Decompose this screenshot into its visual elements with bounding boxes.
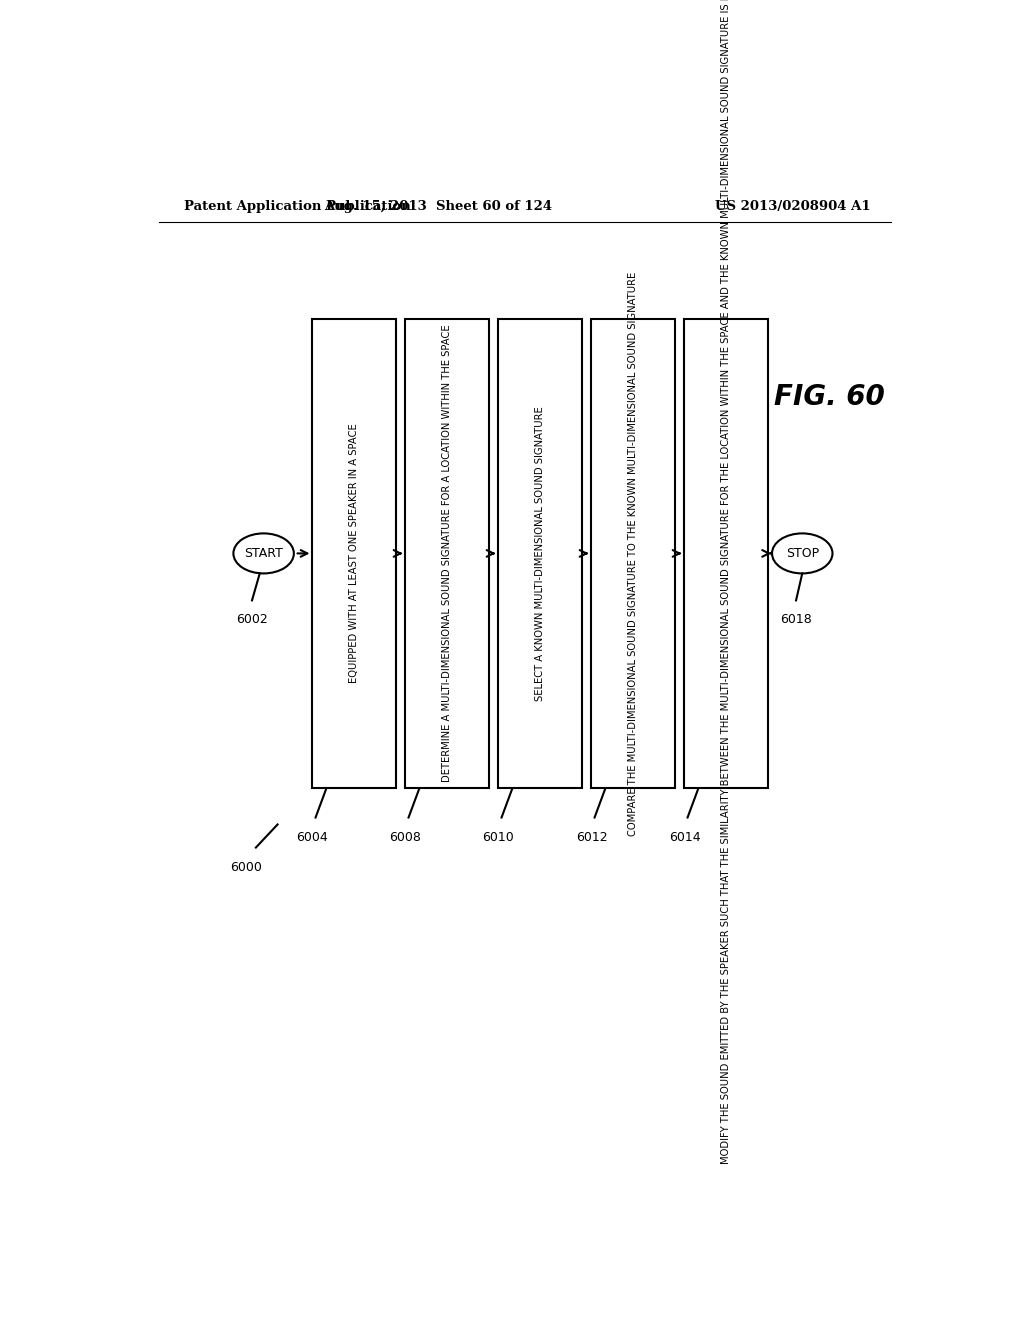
Text: Patent Application Publication: Patent Application Publication bbox=[183, 199, 411, 213]
Bar bbox=[592, 318, 675, 788]
Text: 6012: 6012 bbox=[575, 830, 607, 843]
Text: EQUIPPED WITH AT LEAST ONE SPEAKER IN A SPACE: EQUIPPED WITH AT LEAST ONE SPEAKER IN A … bbox=[349, 424, 359, 684]
Bar bbox=[499, 318, 583, 788]
Text: 6010: 6010 bbox=[482, 830, 514, 843]
Text: 6000: 6000 bbox=[229, 861, 262, 874]
Text: 6004: 6004 bbox=[297, 830, 329, 843]
Text: Aug. 15, 2013  Sheet 60 of 124: Aug. 15, 2013 Sheet 60 of 124 bbox=[324, 199, 552, 213]
Bar bbox=[406, 318, 489, 788]
Bar bbox=[312, 318, 396, 788]
Text: COMPARE THE MULTI-DIMENSIONAL SOUND SIGNATURE TO THE KNOWN MULTI-DIMENSIONAL SOU: COMPARE THE MULTI-DIMENSIONAL SOUND SIGN… bbox=[629, 272, 638, 836]
Text: SELECT A KNOWN MULTI-DIMENSIONAL SOUND SIGNATURE: SELECT A KNOWN MULTI-DIMENSIONAL SOUND S… bbox=[536, 407, 546, 701]
Bar bbox=[684, 318, 768, 788]
Ellipse shape bbox=[772, 533, 833, 573]
Text: 6014: 6014 bbox=[669, 830, 700, 843]
Text: START: START bbox=[244, 546, 283, 560]
Text: STOP: STOP bbox=[785, 546, 819, 560]
Text: US 2013/0208904 A1: US 2013/0208904 A1 bbox=[715, 199, 870, 213]
Text: FIG. 60: FIG. 60 bbox=[774, 383, 885, 411]
Text: 6008: 6008 bbox=[389, 830, 422, 843]
Ellipse shape bbox=[233, 533, 294, 573]
Text: 6002: 6002 bbox=[237, 612, 268, 626]
Text: DETERMINE A MULTI-DIMENSIONAL SOUND SIGNATURE FOR A LOCATION WITHIN THE SPACE: DETERMINE A MULTI-DIMENSIONAL SOUND SIGN… bbox=[442, 325, 453, 783]
Text: MODIFY THE SOUND EMITTED BY THE SPEAKER SUCH THAT THE SIMILARITY BETWEEN THE MUL: MODIFY THE SOUND EMITTED BY THE SPEAKER … bbox=[721, 0, 731, 1164]
Text: 6018: 6018 bbox=[780, 612, 812, 626]
